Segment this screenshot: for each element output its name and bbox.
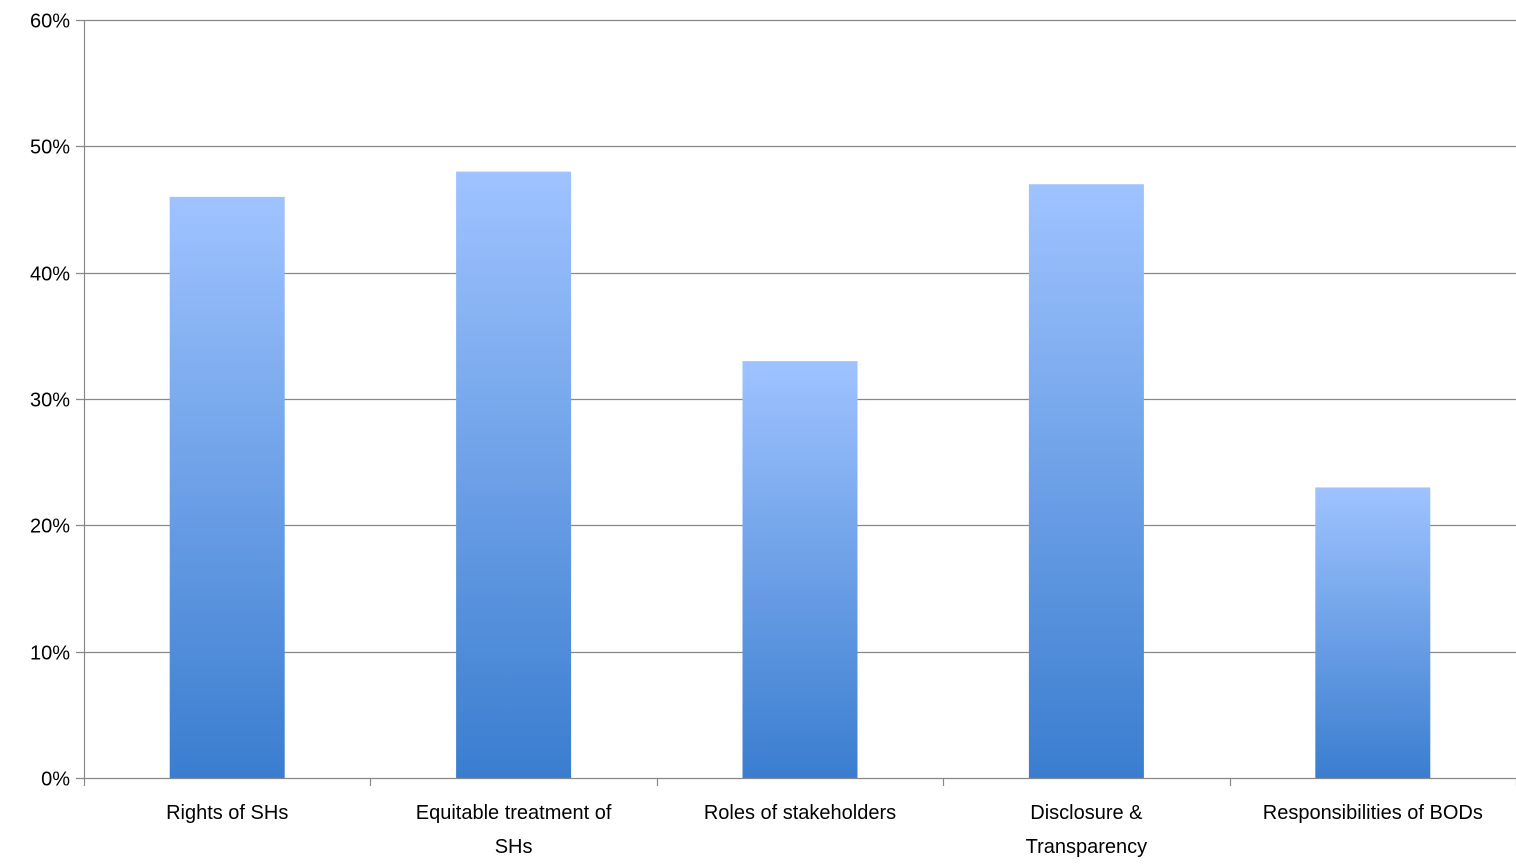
y-tick-label: 20% bbox=[30, 516, 70, 538]
bar bbox=[1315, 487, 1431, 778]
y-tick-label: 0% bbox=[41, 769, 70, 791]
axes bbox=[76, 20, 1516, 786]
y-tick-label: 40% bbox=[30, 264, 70, 286]
y-tick-label: 50% bbox=[30, 137, 70, 159]
bar bbox=[1028, 184, 1144, 778]
bars bbox=[169, 171, 1431, 779]
y-tick-label: 10% bbox=[30, 643, 70, 665]
x-tick-label: Disclosure & bbox=[1030, 802, 1143, 824]
bar bbox=[456, 171, 572, 779]
bar bbox=[742, 361, 858, 778]
x-tick-label: Responsibilities of BODs bbox=[1263, 802, 1483, 824]
x-tick-label: Equitable treatment of bbox=[416, 802, 612, 824]
x-tick-label: Roles of stakeholders bbox=[704, 802, 896, 824]
tick-labels: 0% 10% 20% 30% 40% 50% 60% Rights of SHs Equitab… bbox=[30, 11, 1483, 859]
bar bbox=[169, 196, 285, 778]
y-tick-label: 60% bbox=[30, 11, 70, 33]
x-tick-label: SHs bbox=[495, 836, 533, 858]
y-tick-label: 30% bbox=[30, 390, 70, 412]
x-tick-label: Transparency bbox=[1026, 836, 1148, 858]
x-tick-label: Rights of SHs bbox=[166, 802, 288, 824]
